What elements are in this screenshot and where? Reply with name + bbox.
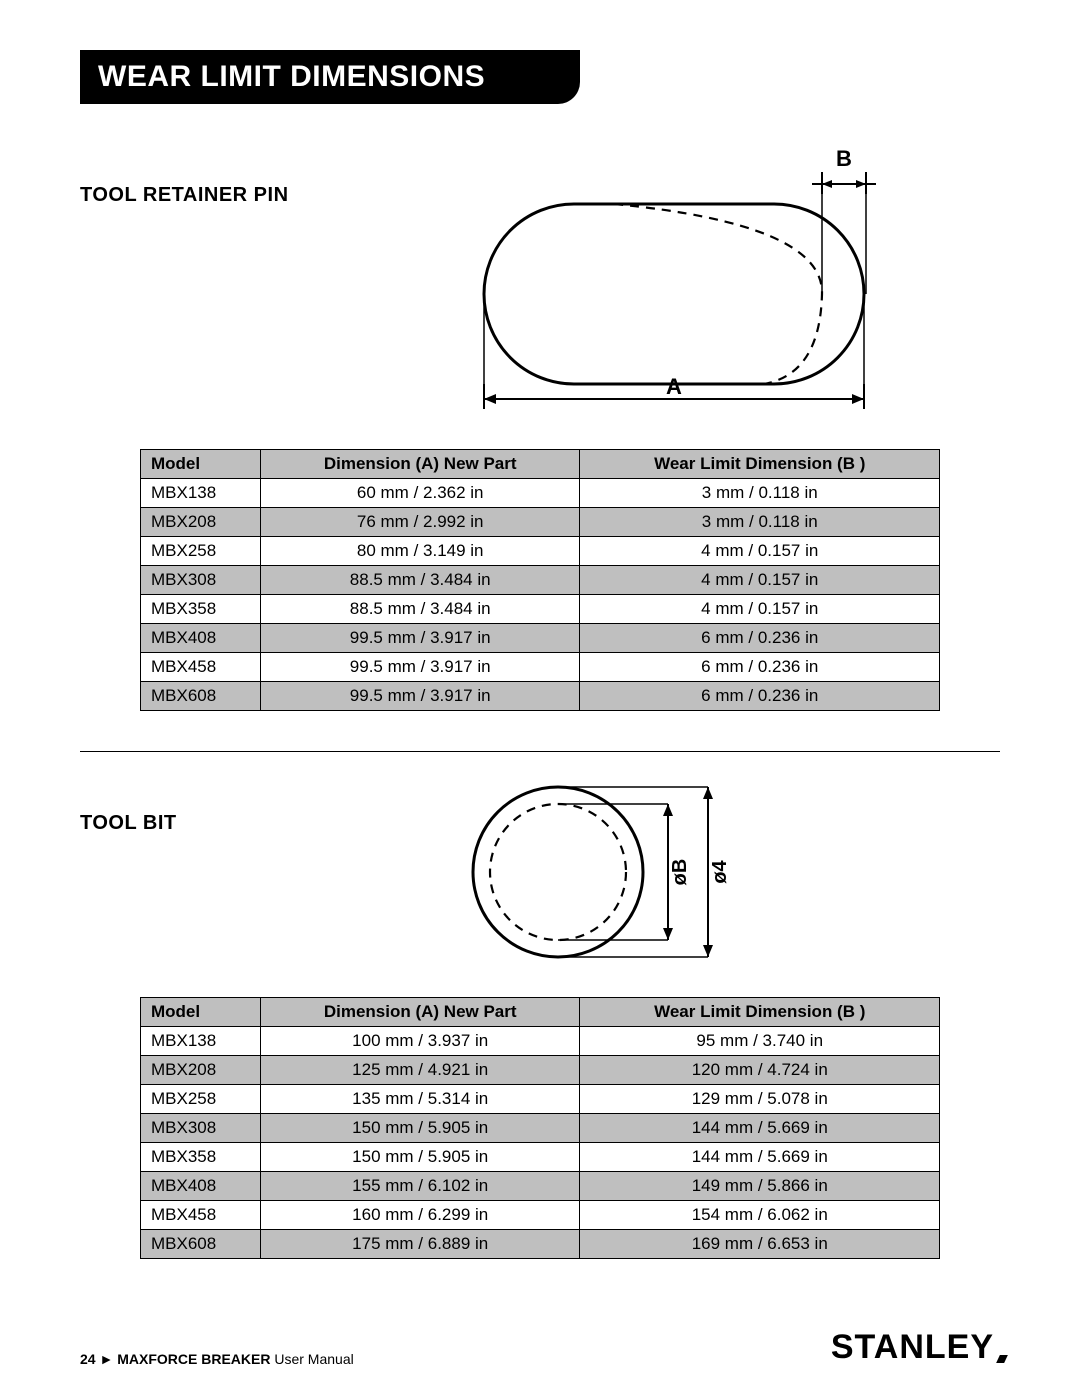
cell-dim-a: 88.5 mm / 3.484 in (260, 566, 580, 595)
cell-model: MBX358 (141, 1143, 261, 1172)
cell-dim-b: 149 mm / 5.866 in (580, 1172, 940, 1201)
cell-model: MBX358 (141, 595, 261, 624)
th-dim-b: Wear Limit Dimension (B ) (580, 450, 940, 479)
table-row: MBX208125 mm / 4.921 in120 mm / 4.724 in (141, 1056, 940, 1085)
table-bit: Model Dimension (A) New Part Wear Limit … (140, 997, 940, 1259)
label-a: A (666, 374, 682, 399)
cell-dim-a: 99.5 mm / 3.917 in (260, 682, 580, 711)
table-row: MBX13860 mm / 2.362 in3 mm / 0.118 in (141, 479, 940, 508)
cell-dim-a: 99.5 mm / 3.917 in (260, 624, 580, 653)
cell-dim-a: 60 mm / 2.362 in (260, 479, 580, 508)
arrow-icon: ► (99, 1351, 113, 1367)
cell-model: MBX608 (141, 682, 261, 711)
cell-model: MBX608 (141, 1230, 261, 1259)
cell-dim-a: 150 mm / 5.905 in (260, 1114, 580, 1143)
cell-model: MBX258 (141, 537, 261, 566)
section-title-pin: TOOL RETAINER PIN (80, 184, 289, 207)
label-b: B (836, 146, 852, 171)
table-row: MBX458160 mm / 6.299 in154 mm / 6.062 in (141, 1201, 940, 1230)
cell-dim-b: 6 mm / 0.236 in (580, 653, 940, 682)
table-row: MBX25880 mm / 3.149 in4 mm / 0.157 in (141, 537, 940, 566)
th-model: Model (141, 998, 261, 1027)
label-ob: øB (669, 859, 691, 886)
manual-suffix: User Manual (274, 1351, 353, 1367)
cell-model: MBX258 (141, 1085, 261, 1114)
th-dim-a: Dimension (A) New Part (260, 998, 580, 1027)
footer: 24 ► MAXFORCE BREAKER User Manual STANLE… (80, 1328, 1000, 1367)
cell-dim-b: 3 mm / 0.118 in (580, 508, 940, 537)
cell-model: MBX308 (141, 566, 261, 595)
table-row: MBX408155 mm / 6.102 in149 mm / 5.866 in (141, 1172, 940, 1201)
cell-model: MBX308 (141, 1114, 261, 1143)
cell-dim-a: 80 mm / 3.149 in (260, 537, 580, 566)
brand-logo: STANLEY (831, 1328, 1000, 1367)
cell-dim-a: 175 mm / 6.889 in (260, 1230, 580, 1259)
cell-dim-a: 88.5 mm / 3.484 in (260, 595, 580, 624)
th-dim-b: Wear Limit Dimension (B ) (580, 998, 940, 1027)
cell-dim-b: 3 mm / 0.118 in (580, 479, 940, 508)
tbody-bit: MBX138100 mm / 3.937 in95 mm / 3.740 inM… (141, 1027, 940, 1259)
table-pin: Model Dimension (A) New Part Wear Limit … (140, 449, 940, 711)
cell-dim-a: 160 mm / 6.299 in (260, 1201, 580, 1230)
th-model: Model (141, 450, 261, 479)
cell-dim-b: 154 mm / 6.062 in (580, 1201, 940, 1230)
cell-model: MBX208 (141, 508, 261, 537)
label-oa: ø4 (709, 859, 731, 883)
page-number: 24 (80, 1351, 96, 1367)
cell-dim-b: 120 mm / 4.724 in (580, 1056, 940, 1085)
cell-dim-b: 129 mm / 5.078 in (580, 1085, 940, 1114)
cell-model: MBX408 (141, 1172, 261, 1201)
table-row: MBX258135 mm / 5.314 in129 mm / 5.078 in (141, 1085, 940, 1114)
table-row: MBX30888.5 mm / 3.484 in4 mm / 0.157 in (141, 566, 940, 595)
table-row: MBX45899.5 mm / 3.917 in6 mm / 0.236 in (141, 653, 940, 682)
section-pin: TOOL RETAINER PIN B A (80, 144, 1000, 424)
cell-dim-b: 4 mm / 0.157 in (580, 537, 940, 566)
table-row: MBX608175 mm / 6.889 in169 mm / 6.653 in (141, 1230, 940, 1259)
cell-dim-b: 6 mm / 0.236 in (580, 624, 940, 653)
cell-model: MBX458 (141, 653, 261, 682)
cell-dim-b: 144 mm / 5.669 in (580, 1114, 940, 1143)
manual-name: MAXFORCE BREAKER (117, 1351, 270, 1367)
cell-model: MBX458 (141, 1201, 261, 1230)
cell-dim-b: 169 mm / 6.653 in (580, 1230, 940, 1259)
cell-model: MBX138 (141, 479, 261, 508)
cell-dim-a: 99.5 mm / 3.917 in (260, 653, 580, 682)
th-dim-a: Dimension (A) New Part (260, 450, 580, 479)
divider (80, 751, 1000, 752)
cell-dim-a: 100 mm / 3.937 in (260, 1027, 580, 1056)
table-row: MBX60899.5 mm / 3.917 in6 mm / 0.236 in (141, 682, 940, 711)
cell-dim-b: 144 mm / 5.669 in (580, 1143, 940, 1172)
cell-model: MBX408 (141, 624, 261, 653)
tbody-pin: MBX13860 mm / 2.362 in3 mm / 0.118 inMBX… (141, 479, 940, 711)
cell-dim-b: 95 mm / 3.740 in (580, 1027, 940, 1056)
cell-dim-a: 135 mm / 5.314 in (260, 1085, 580, 1114)
cell-dim-a: 125 mm / 4.921 in (260, 1056, 580, 1085)
cell-model: MBX208 (141, 1056, 261, 1085)
diagram-pin: B A (349, 144, 1000, 424)
cell-dim-a: 76 mm / 2.992 in (260, 508, 580, 537)
table-row: MBX40899.5 mm / 3.917 in6 mm / 0.236 in (141, 624, 940, 653)
cell-model: MBX138 (141, 1027, 261, 1056)
table-row: MBX35888.5 mm / 3.484 in4 mm / 0.157 in (141, 595, 940, 624)
table-row: MBX138100 mm / 3.937 in95 mm / 3.740 in (141, 1027, 940, 1056)
table-row: MBX20876 mm / 2.992 in3 mm / 0.118 in (141, 508, 940, 537)
page-header: WEAR LIMIT DIMENSIONS (80, 50, 580, 104)
cell-dim-b: 6 mm / 0.236 in (580, 682, 940, 711)
table-row: MBX358150 mm / 5.905 in144 mm / 5.669 in (141, 1143, 940, 1172)
cell-dim-a: 150 mm / 5.905 in (260, 1143, 580, 1172)
cell-dim-a: 155 mm / 6.102 in (260, 1172, 580, 1201)
diagram-bit: øB ø4 (237, 772, 1000, 972)
section-bit: TOOL BIT øB ø4 (80, 772, 1000, 972)
cell-dim-b: 4 mm / 0.157 in (580, 595, 940, 624)
footer-left: 24 ► MAXFORCE BREAKER User Manual (80, 1351, 354, 1367)
table-row: MBX308150 mm / 5.905 in144 mm / 5.669 in (141, 1114, 940, 1143)
cell-dim-b: 4 mm / 0.157 in (580, 566, 940, 595)
section-title-bit: TOOL BIT (80, 812, 177, 835)
